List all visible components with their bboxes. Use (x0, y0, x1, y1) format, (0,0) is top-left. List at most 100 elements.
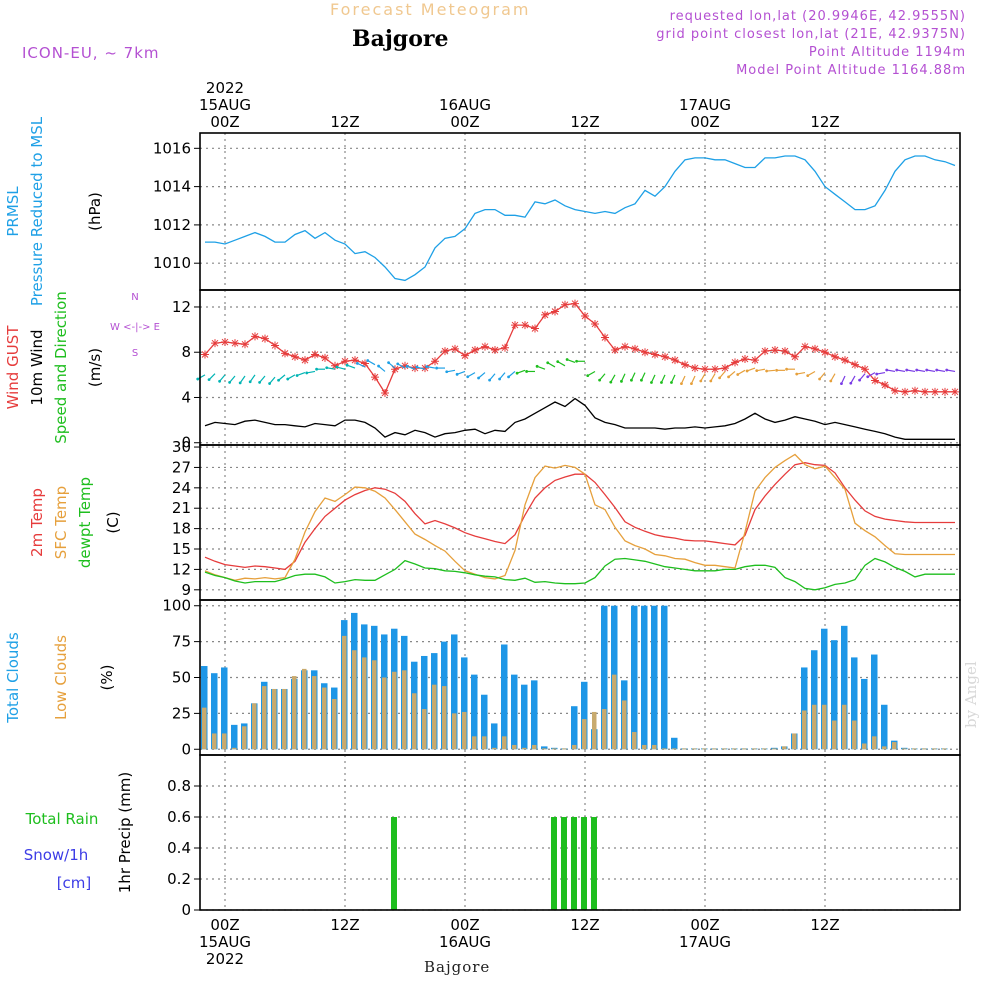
gust-marker (681, 360, 689, 369)
bar (272, 688, 277, 750)
y-axis-label: (%) (98, 665, 116, 691)
wind-arrow-head (935, 368, 939, 372)
y-tick-label: 0 (181, 740, 191, 758)
bar (242, 726, 247, 750)
bar (881, 704, 888, 750)
y-tick-label: 24 (172, 479, 191, 497)
point-altitude: Point Altitude 1194m (808, 45, 966, 60)
wind-arrow-head (885, 368, 889, 372)
wind-arrow (620, 373, 626, 382)
wind-arrow (456, 370, 466, 375)
gust-marker (481, 342, 489, 351)
gust-marker (911, 386, 919, 395)
gust-marker (571, 299, 579, 308)
y-axis-label: dewpt Temp (76, 477, 94, 568)
wind-arrow (397, 363, 406, 369)
wind-arrow (710, 373, 716, 382)
wind-arrow (508, 371, 516, 378)
bar (892, 742, 897, 750)
wind-arrow-head (435, 366, 438, 370)
gust-marker (831, 352, 839, 361)
wind-arrow (867, 372, 876, 378)
gust-marker (431, 357, 439, 366)
gust-marker (711, 365, 719, 374)
wind-arrow (610, 374, 616, 383)
bar (772, 748, 777, 750)
panel-pressure: 1010 1012 1014 1016 PRMSL Pressure Reduced to… (4, 116, 961, 306)
wind-arrow-head (315, 367, 318, 371)
footer-location: Bajgore (424, 958, 491, 976)
wind-arrow (239, 375, 246, 384)
y-tick-label: 27 (172, 458, 191, 476)
bar (302, 668, 307, 750)
top-time-label: 00Z (450, 113, 479, 131)
wind-arrow-head (196, 377, 200, 381)
y-tick-label: 1016 (153, 139, 191, 157)
bar (832, 720, 837, 750)
bar (201, 666, 208, 750)
meteogram-title: Forecast Meteogram (330, 0, 531, 19)
wind-arrow-head (829, 379, 833, 383)
gust-marker (891, 386, 899, 395)
top-time-label: 12Z (570, 113, 599, 131)
bar (382, 677, 387, 750)
series-line (204, 557, 955, 591)
wind-arrow (640, 372, 646, 381)
bar (402, 670, 407, 750)
gust-marker (591, 319, 599, 328)
wind-arrow-head (609, 380, 613, 384)
bottom-time-label: 12Z (810, 916, 839, 934)
y-axis-label: Total Rain (25, 810, 99, 828)
top-time-label: 17AUG (679, 96, 731, 114)
bar (841, 625, 848, 750)
wind-arrow (278, 374, 286, 381)
bar (651, 605, 658, 750)
bottom-time-label: 00Z (450, 916, 479, 934)
panel-temperature: 9 12 15 18 21 24 27 30 2m Temp SFC Temp dewpt Temp… (28, 438, 961, 601)
y-axis-label: PRMSL (4, 186, 22, 237)
wind-arrow-head (818, 377, 822, 381)
bar (712, 748, 717, 750)
bar (622, 700, 627, 750)
wind-arrow-head (366, 359, 370, 362)
wind-arrow-head (277, 378, 280, 382)
bar (722, 748, 727, 750)
compass-west-east: W <-|-> E (110, 322, 160, 333)
wind-arrow (287, 374, 296, 380)
bar (902, 748, 907, 750)
wind-arrow (357, 362, 366, 368)
top-time-label: 00Z (690, 113, 719, 131)
gust-marker (421, 364, 429, 373)
y-axis-label: Low Clouds (52, 635, 70, 720)
bar (412, 693, 417, 750)
bar (222, 733, 227, 750)
bar (571, 817, 577, 910)
wind-arrow (296, 372, 306, 377)
bar (421, 655, 428, 750)
bar (502, 736, 507, 750)
wind-arrow (680, 375, 686, 384)
bar (232, 747, 237, 750)
bottom-time-label: 2022 (206, 950, 244, 968)
wind-arrow (737, 369, 746, 376)
y-tick-label: 1014 (153, 178, 191, 196)
wind-arrow-head (745, 369, 749, 373)
gust-marker (381, 388, 389, 397)
bar (532, 744, 537, 750)
y-tick-label: 0 (181, 434, 191, 452)
gust-marker (351, 356, 359, 365)
wind-arrow (367, 359, 376, 366)
wind-arrow-head (727, 375, 730, 379)
wind-arrow-head (718, 376, 722, 380)
gust-marker (291, 352, 299, 361)
bar (482, 736, 487, 750)
bar (811, 650, 818, 750)
y-axis-label: SFC Temp (52, 486, 70, 559)
gust-marker (331, 361, 339, 370)
bar (472, 736, 477, 750)
gust-marker (581, 312, 589, 321)
gust-marker (721, 364, 729, 373)
y-tick-label: 30 (172, 438, 191, 456)
bar (652, 744, 657, 750)
bar (561, 817, 567, 910)
